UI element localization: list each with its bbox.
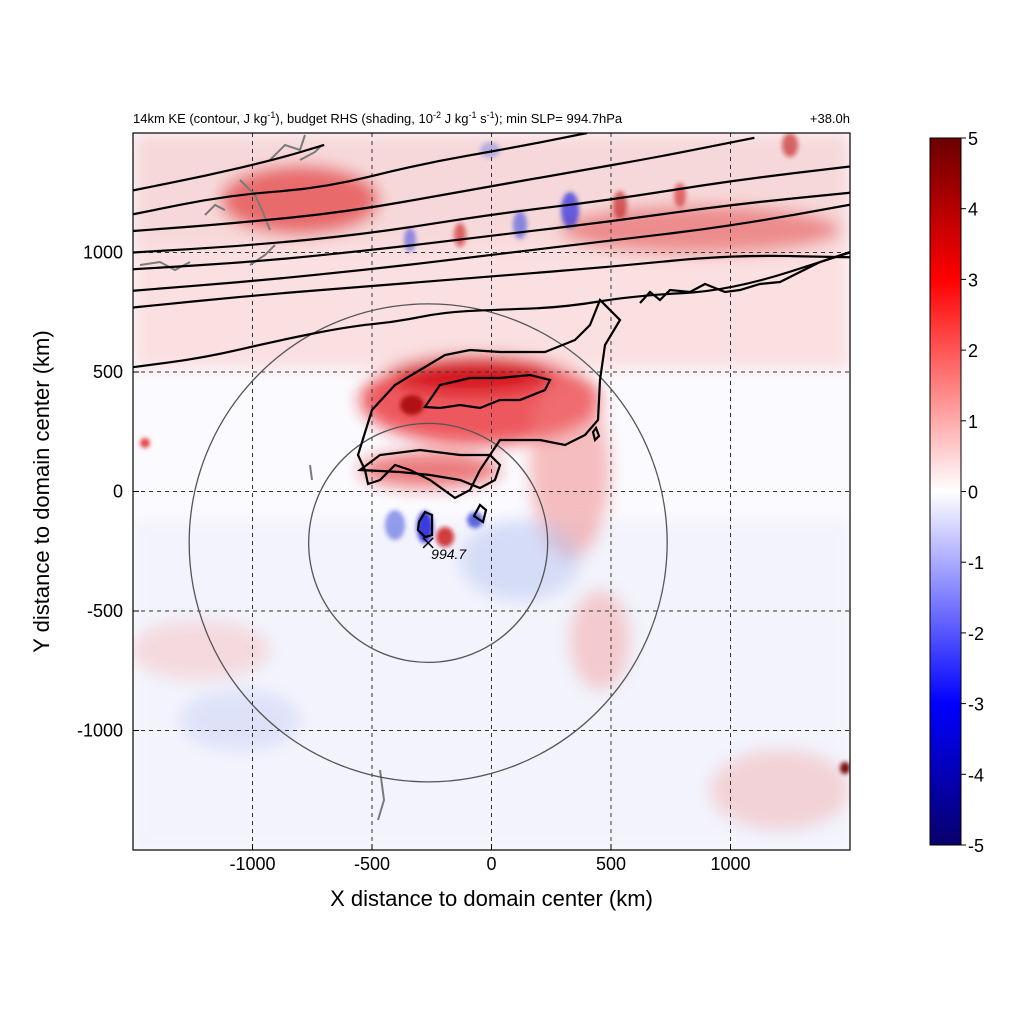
y-axis: -1000 -500 0 500 1000: [77, 243, 139, 741]
x-tick-label: 500: [596, 854, 626, 874]
colorbar-tick-label: 0: [968, 483, 978, 503]
storm-center-marker: 994.7: [422, 537, 467, 562]
ke-contour-line: [133, 165, 850, 254]
ke-contour-line: [133, 143, 325, 192]
x-tick-label: 0: [486, 854, 496, 874]
colorbar-tick-label: -2: [968, 624, 984, 644]
colorbar-tick-label: -4: [968, 765, 984, 785]
center-x-mark: [422, 537, 434, 549]
colorbar-tick-label: -3: [968, 695, 984, 715]
colorbar-tick-label: 5: [968, 129, 978, 149]
colorbar-tick-label: 3: [968, 270, 978, 290]
y-tick-label: 1000: [83, 243, 123, 263]
range-ring: [188, 303, 668, 783]
x-tick-label: -500: [354, 854, 390, 874]
ke-contour-line: [133, 136, 755, 233]
ke-contour-line: [133, 254, 850, 309]
x-axis: -1000 -500 0 500 1000: [229, 844, 751, 874]
y-axis-label: Y distance to domain center (km): [29, 330, 54, 652]
ke-contour-line: [133, 203, 850, 292]
y-tick-label: 0: [113, 482, 123, 502]
colorbar-tick-label: 2: [968, 341, 978, 361]
y-tick-label: 500: [93, 362, 123, 382]
plot-area: 994.7: [133, 133, 850, 850]
ke-contour-line: [133, 251, 850, 369]
colorbar-gradient: [929, 137, 962, 846]
colorbar-tick-label: 1: [968, 412, 978, 432]
colorbar-tick-label: 4: [968, 200, 978, 220]
chart-time-label: +38.0h: [810, 111, 850, 126]
colorbar: 5 4 3 2 1 0 -1 -2 -3 -4 -5: [929, 129, 984, 856]
min-slp-label: 994.7: [431, 546, 467, 562]
x-tick-label: -1000: [229, 854, 275, 874]
y-tick-label: -1000: [77, 721, 123, 741]
ke-contours: [133, 133, 850, 369]
colorbar-tick-label: -1: [968, 553, 984, 573]
x-tick-label: 1000: [710, 854, 750, 874]
chart-title: 14km KE (contour, J kg-1), budget RHS (s…: [133, 110, 623, 126]
range-ring: [308, 422, 549, 664]
ke-contour-line: [133, 133, 588, 216]
storm-contours: [356, 250, 850, 539]
colorbar-ticks: 5 4 3 2 1 0 -1 -2 -3 -4 -5: [961, 129, 984, 856]
colorbar-tick-label: -5: [968, 836, 984, 856]
ke-contour-line: [133, 191, 850, 271]
range-rings: [188, 303, 668, 783]
y-tick-label: -500: [87, 601, 123, 621]
x-axis-label: X distance to domain center (km): [330, 886, 653, 911]
